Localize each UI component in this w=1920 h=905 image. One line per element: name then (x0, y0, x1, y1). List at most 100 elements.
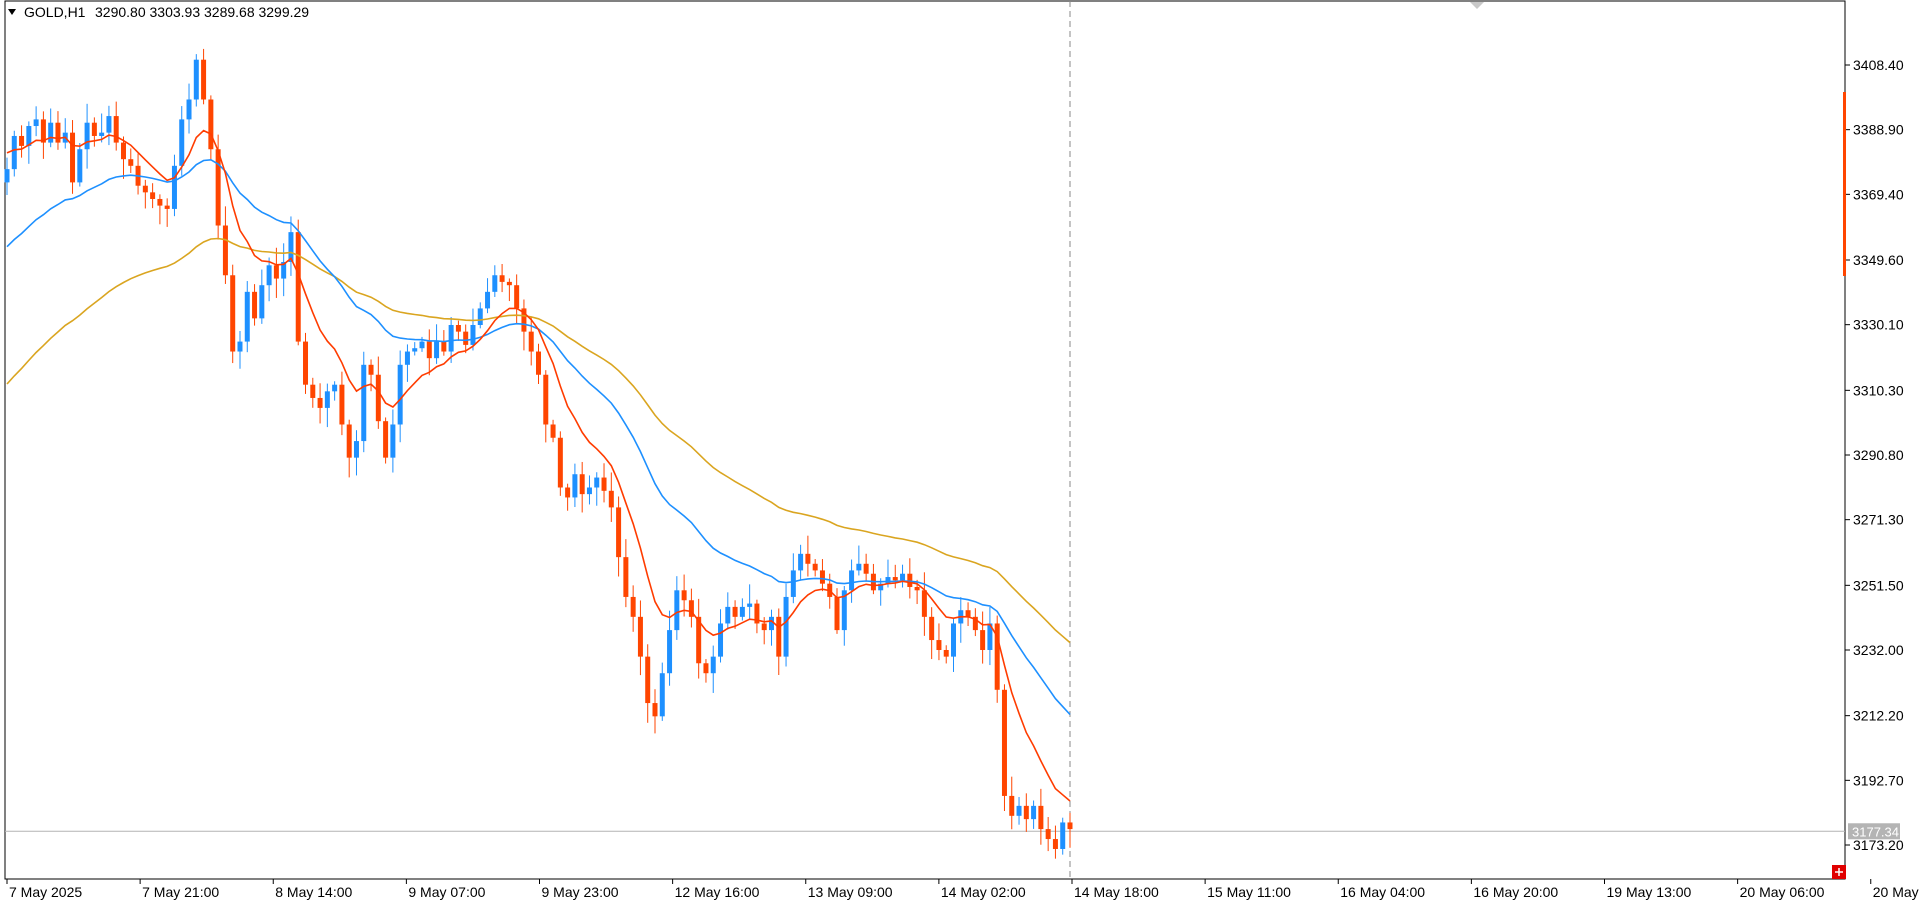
price-scale[interactable]: 3408.40 3388.90 3369.40 3349.60 3330.10 3310.… (1845, 57, 1904, 853)
bull-candle (77, 149, 83, 183)
bear-candle (863, 563, 869, 574)
bear-candle (536, 351, 541, 375)
ema-slow-line (6, 237, 1071, 644)
bull-candle (470, 325, 476, 345)
bear-candle (557, 437, 563, 488)
time-tick-label: 20 May 06:00 (1740, 884, 1825, 900)
price-tick-label: 3271.30 (1853, 512, 1904, 528)
bull-candle (48, 122, 54, 143)
bear-candle (164, 205, 170, 209)
bull-candle (171, 165, 177, 209)
time-scale[interactable]: 7 May 2025 7 May 21:00 8 May 14:00 9 May 07… (6, 879, 1920, 900)
time-tick-label: 12 May 16:00 (675, 884, 760, 900)
bear-candle (441, 341, 447, 352)
bull-candle (725, 606, 731, 624)
symbol-menu-triangle-icon[interactable] (8, 9, 16, 15)
bull-candle (288, 232, 294, 262)
bear-candle (623, 557, 629, 597)
price-tick-label: 3251.50 (1853, 577, 1904, 593)
bull-candle (353, 441, 359, 458)
bear-candle (550, 424, 556, 438)
bear-candle (128, 159, 134, 166)
bear-candle (652, 703, 658, 717)
time-tick-label: 14 May 18:00 (1074, 884, 1159, 900)
bear-candle (754, 603, 760, 624)
ema-fast-line (6, 129, 1071, 802)
bull-candle (667, 630, 673, 674)
bull-candle (1016, 805, 1022, 816)
bear-candle (303, 341, 309, 385)
time-tick-label: 15 May 11:00 (1207, 884, 1291, 900)
current-price-label: 3177.34 (1848, 823, 1900, 840)
bear-candle (972, 616, 978, 631)
time-tick-label: 13 May 09:00 (808, 884, 893, 900)
bear-candle (222, 225, 228, 276)
bear-candle (215, 149, 221, 226)
price-tick-label: 3388.90 (1853, 122, 1904, 138)
price-tick-label: 3408.40 (1853, 57, 1904, 73)
bull-candle (361, 364, 367, 442)
chart-shift-marker[interactable] (1470, 2, 1484, 9)
bear-candle (1009, 795, 1015, 816)
bear-candle (819, 570, 825, 584)
price-tick-label: 3369.40 (1853, 186, 1904, 202)
time-tick-label: 16 May 20:00 (1473, 884, 1558, 900)
bull-candle (244, 291, 250, 342)
price-range-bar (1843, 92, 1846, 276)
bear-candle (907, 573, 913, 587)
bear-candle (368, 364, 374, 375)
bull-candle (492, 275, 498, 292)
bear-candle (834, 596, 840, 631)
bull-candle (186, 99, 192, 120)
bear-candle (208, 99, 214, 150)
bear-candle (317, 397, 323, 408)
bull-candle (586, 487, 592, 495)
candles-layer (4, 48, 1073, 859)
bull-candle (878, 583, 884, 591)
bear-candle (543, 374, 549, 425)
price-tick-label: 3232.00 (1853, 642, 1904, 658)
time-tick-label: 19 May 13:00 (1607, 884, 1692, 900)
bear-candle (383, 421, 389, 458)
plot-frame (4, 0, 1846, 880)
bear-candle (1023, 805, 1029, 820)
bear-candle (455, 325, 461, 332)
bull-candle (281, 261, 287, 279)
bull-candle (710, 656, 716, 674)
bull-candle (11, 135, 17, 170)
bear-candle (150, 192, 156, 199)
current-price-label-bg (1848, 823, 1900, 840)
bear-candle (565, 487, 571, 498)
bear-candle (426, 341, 432, 359)
bull-candle (572, 474, 578, 498)
bear-candle (120, 142, 126, 160)
bull-candle (747, 603, 753, 607)
bull-candle (448, 325, 454, 352)
bear-candle (579, 474, 585, 495)
bear-candle (965, 610, 971, 617)
bear-candle (339, 384, 345, 425)
bull-candle (739, 606, 745, 617)
bull-candle (99, 132, 105, 136)
bear-candle (994, 623, 1000, 690)
bull-candle (179, 119, 185, 166)
bull-candle (594, 477, 600, 488)
add-button[interactable] (1832, 865, 1846, 879)
bull-candle (397, 364, 403, 425)
bear-candle (230, 275, 236, 352)
bull-candle (106, 116, 112, 133)
bull-candle (659, 673, 665, 717)
current-price-value: 3177.34 (1852, 824, 1899, 839)
time-tick-label: 7 May 2025 (9, 884, 82, 900)
ohlc-values: 3290.80 3303.93 3289.68 3299.29 (95, 4, 309, 20)
bull-candle (885, 577, 891, 584)
bear-candle (936, 640, 942, 650)
bull-candle (390, 424, 396, 458)
price-tick-label: 3173.20 (1853, 837, 1904, 853)
time-tick-label: 14 May 02:00 (941, 884, 1026, 900)
bull-candle (798, 553, 804, 571)
price-tick-label: 3212.20 (1853, 708, 1904, 724)
time-tick-label: 20 May 22:00 (1873, 884, 1920, 900)
